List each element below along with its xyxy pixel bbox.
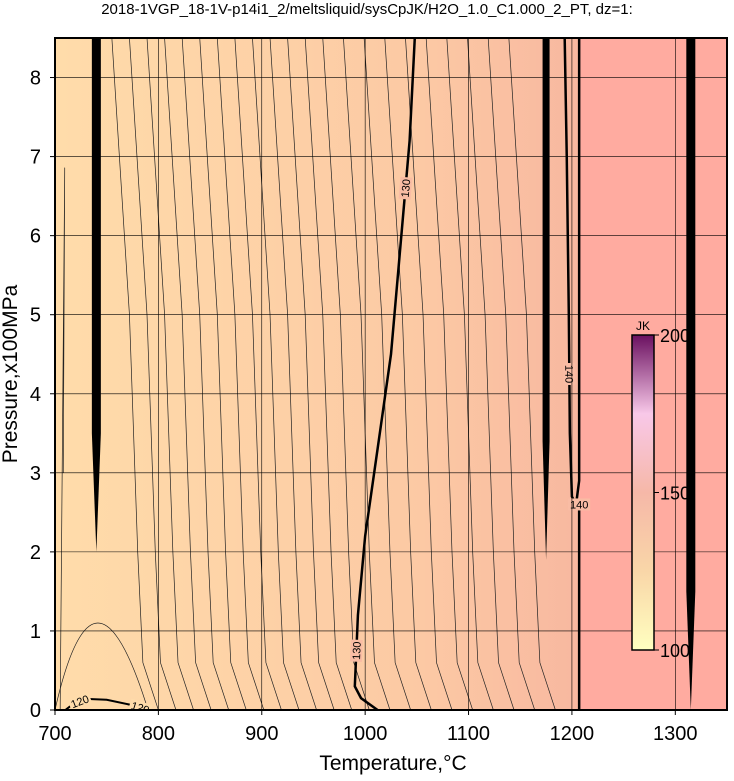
y-tick-label: 6 [30,226,41,248]
contour-label: 130 [349,639,364,662]
region [55,38,580,710]
colorbar [631,334,655,651]
y-axis-label: Pressure,x100MPa [0,284,22,463]
y-tick-label: 7 [30,147,41,169]
plot-frame [54,37,728,711]
contour-label: 140 [562,362,576,386]
x-tick-label: 900 [245,723,278,745]
contour-line [563,38,581,509]
minor-contour [59,167,66,710]
colorbar-tick-label: 100 [660,641,690,661]
contour-label-bg [128,698,153,710]
y-tick-label: 3 [30,463,41,485]
colorbar-tick-label: 150 [660,484,690,504]
contour-label-bg [398,176,413,200]
contour-label-text: 130 [351,641,364,660]
y-tick-label: 8 [30,68,41,90]
contour-label-bg [349,639,363,662]
contour-label-text: 140 [570,499,588,511]
x-tick-label: 1000 [343,723,388,745]
colorbar-label: JK [636,319,650,333]
y-tick-label: 0 [30,700,41,722]
contour-label-bg [563,362,576,386]
x-axis-label: Temperature,°C [319,752,466,775]
colorbar-tick-label: 200 [660,326,690,346]
x-tick-label: 700 [38,723,71,745]
dense-contour-band [542,38,550,560]
contour-label-text: 140 [562,365,574,383]
contour-label-bg [568,498,591,511]
contour-label: 120 [67,691,93,711]
y-tick-label: 1 [30,621,41,643]
minor-contour [55,622,149,710]
contour-label-text: 120 [69,693,90,711]
y-tick-label: 5 [30,305,41,327]
x-tick-label: 800 [142,723,175,745]
x-tick-label: 1200 [550,723,595,745]
contour-label-bg [67,691,93,710]
x-tick-label: 1100 [447,723,490,745]
dense-contour-band [91,38,101,552]
chart-title: 2018-1VGP_18-1V-p14i1_2/meltsliquid/sysC… [101,1,633,18]
contour-label: 120 [128,698,153,717]
contour-label: 130 [398,176,414,200]
dense-contour-band [686,38,696,710]
contour-label-text: 130 [400,179,414,198]
y-tick-label: 4 [30,384,41,406]
x-tick-label: 1300 [653,723,698,745]
plot-area: 120 120 130 130 140 140 [55,38,727,717]
contour-label-text: 120 [129,700,150,717]
y-tick-label: 2 [30,542,41,564]
contour-label: 140 [568,498,591,511]
